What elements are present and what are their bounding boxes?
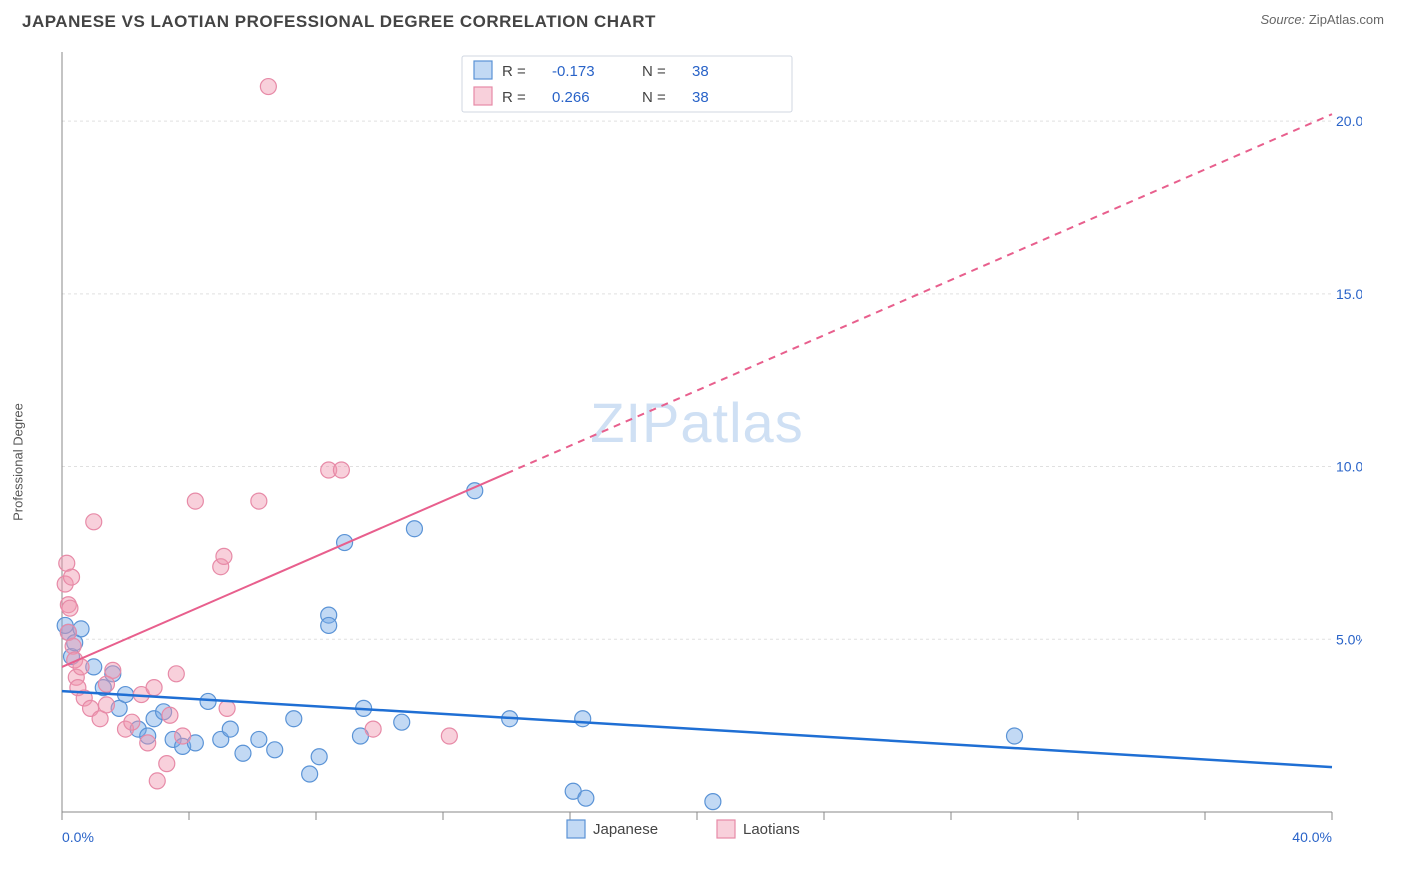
- chart-container: Professional Degree 5.0%10.0%15.0%20.0%0…: [22, 42, 1384, 882]
- data-point: [406, 521, 422, 537]
- data-point: [267, 742, 283, 758]
- scatter-chart: 5.0% 10.0% 15.0% 20.0% 0.0% 40.0% ZIPatlas R = -…: [22, 42, 1362, 882]
- data-point: [251, 493, 267, 509]
- legend-n-value: 38: [692, 63, 709, 80]
- data-point: [705, 794, 721, 810]
- data-point: [441, 728, 457, 744]
- x-tick-label: 40.0%: [1292, 829, 1332, 845]
- data-point: [311, 749, 327, 765]
- y-tick-label: 10.0%: [1336, 459, 1362, 475]
- legend-swatch: [474, 61, 492, 79]
- header: JAPANESE VS LAOTIAN PROFESSIONAL DEGREE …: [0, 0, 1406, 36]
- bottom-legend-label: Japanese: [593, 821, 658, 838]
- y-tick-label: 5.0%: [1336, 631, 1362, 647]
- data-point: [124, 714, 140, 730]
- data-point: [149, 773, 165, 789]
- data-point: [286, 711, 302, 727]
- legend-r-value: -0.173: [552, 63, 595, 80]
- data-point: [1007, 728, 1023, 744]
- data-point: [302, 766, 318, 782]
- bottom-legend-label: Laotians: [743, 821, 800, 838]
- y-tick-label: 20.0%: [1336, 113, 1362, 129]
- data-point: [62, 600, 78, 616]
- legend-n-value: 38: [692, 89, 709, 106]
- data-point: [168, 666, 184, 682]
- data-point: [333, 462, 349, 478]
- legend-swatch: [474, 87, 492, 105]
- data-point: [394, 714, 410, 730]
- data-point: [86, 514, 102, 530]
- data-point: [64, 569, 80, 585]
- data-point: [200, 693, 216, 709]
- data-point: [575, 711, 591, 727]
- legend-r-label: R =: [502, 89, 526, 106]
- data-point: [365, 721, 381, 737]
- y-tick-label: 15.0%: [1336, 286, 1362, 302]
- data-point: [98, 676, 114, 692]
- chart-title: JAPANESE VS LAOTIAN PROFESSIONAL DEGREE …: [22, 12, 656, 32]
- data-point: [251, 731, 267, 747]
- y-axis-label: Professional Degree: [11, 403, 26, 521]
- data-point: [219, 700, 235, 716]
- bottom-legend-swatch: [717, 820, 735, 838]
- source-label: Source:: [1260, 12, 1308, 27]
- bottom-legend-swatch: [567, 820, 585, 838]
- data-point: [162, 707, 178, 723]
- data-point: [146, 680, 162, 696]
- trend-line-solid: [62, 473, 507, 666]
- data-point: [187, 493, 203, 509]
- legend-r-label: R =: [502, 63, 526, 80]
- data-point: [222, 721, 238, 737]
- legend-n-label: N =: [642, 63, 666, 80]
- legend-n-label: N =: [642, 89, 666, 106]
- data-point: [159, 756, 175, 772]
- data-point: [321, 617, 337, 633]
- data-point: [140, 735, 156, 751]
- trend-line: [62, 691, 1332, 767]
- data-point: [578, 790, 594, 806]
- data-point: [175, 728, 191, 744]
- source-value: ZipAtlas.com: [1309, 12, 1384, 27]
- source-credit: Source: ZipAtlas.com: [1260, 12, 1384, 27]
- data-point: [98, 697, 114, 713]
- data-point: [216, 548, 232, 564]
- legend-r-value: 0.266: [552, 89, 590, 106]
- x-tick-label: 0.0%: [62, 829, 94, 845]
- data-point: [235, 745, 251, 761]
- watermark: ZIPatlas: [590, 391, 803, 454]
- data-point: [260, 79, 276, 95]
